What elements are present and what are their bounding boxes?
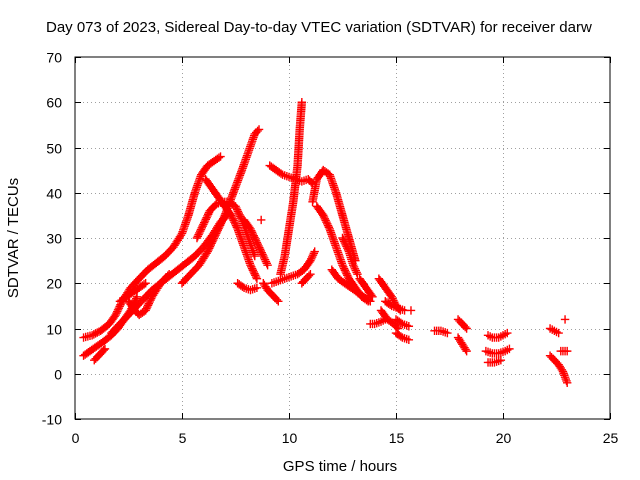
data-point [404,322,414,331]
data-point [139,280,149,289]
data-point [554,328,563,338]
data-point [563,346,572,356]
y-tick-label: 10 [46,322,62,338]
data-marks [79,98,572,387]
data-point [496,355,506,365]
data-point [263,260,272,270]
series-arc3 [90,344,110,365]
data-point [406,306,416,315]
series-arc17 [297,270,315,288]
series-arc16 [276,98,307,279]
data-point [272,295,282,305]
x-axis-title: GPS time / hours [283,458,397,475]
data-point [366,297,375,306]
data-point [297,98,307,107]
series-arc15 [267,247,319,288]
series-arc35 [483,355,506,367]
data-point [163,271,172,280]
series-arc26 [381,297,409,315]
data-point [462,324,471,333]
tick-labels: 0 5 10 15 20 25 -10 0 10 20 30 40 50 60 70 [42,50,619,447]
series-arc11 [239,215,272,270]
series-arc37 [545,351,572,387]
series-arc39 [560,315,570,324]
series-arc13 [259,279,283,306]
y-tick-label: 30 [46,231,62,247]
data-point [306,177,316,187]
data-point [503,328,512,338]
series-arc27 [391,315,414,331]
data-point [253,126,262,136]
series-arc5 [115,279,150,306]
x-tick-label: 15 [389,430,405,446]
data-point [141,279,150,288]
data-point [563,378,572,387]
data-point [216,152,225,161]
y-tick-label: 20 [46,276,62,292]
data-point [252,274,262,283]
data-point [368,292,377,302]
chart-title: Day 073 of 2023, Sidereal Day-to-day VTE… [46,19,592,36]
series-arc28 [391,328,414,345]
y-tick-label: 0 [54,367,62,383]
x-tick-label: 20 [496,430,512,446]
x-tick-label: 0 [72,430,80,446]
x-tick-label: 5 [179,430,187,446]
x-tick-label: 10 [282,430,298,446]
data-point [254,125,264,134]
axis-ticks [75,57,611,420]
y-tick-label: 50 [46,141,62,157]
data-point [560,315,570,324]
data-point [367,291,376,300]
series-arc30 [430,326,452,338]
y-tick-label: -10 [42,412,62,428]
data-point [99,346,108,355]
series-arc32 [453,333,471,356]
series-arc9 [201,174,262,283]
y-tick-label: 70 [46,50,62,66]
series-arc33 [483,328,512,342]
data-point [460,322,470,332]
series-arc22 [355,274,377,302]
series-arc7 [177,125,264,288]
data-point [252,283,262,292]
series-arc21 [338,233,362,279]
series-arc38 [556,346,572,356]
data-point [353,270,362,279]
y-axis-title: SDTVAR / TECUs [5,178,22,298]
series-arc36 [545,324,563,338]
data-point [443,328,452,338]
data-point [392,322,401,332]
series-arc1 [79,152,225,342]
y-tick-label: 60 [46,95,62,111]
data-point [462,346,471,356]
series-arc34 [481,344,514,358]
data-point [214,153,224,162]
series-arc31 [453,315,471,333]
data-point [132,292,142,302]
data-point [404,335,414,345]
series-arc29 [406,306,416,315]
data-point [304,271,314,280]
data-point [250,251,259,261]
series-arc12 [256,215,266,225]
series-arc10 [233,279,262,295]
data-point [100,344,110,354]
y-tick-label: 40 [46,186,62,202]
x-tick-label: 25 [603,430,619,446]
series-arc6 [124,270,174,320]
series-arc25 [376,306,403,333]
data-point [164,270,174,279]
data-point [364,296,373,305]
series-arc20 [327,265,375,306]
data-point [310,247,319,256]
data-point [274,297,283,306]
data-point [505,344,514,354]
data-point [256,215,266,225]
data-point [306,270,315,279]
